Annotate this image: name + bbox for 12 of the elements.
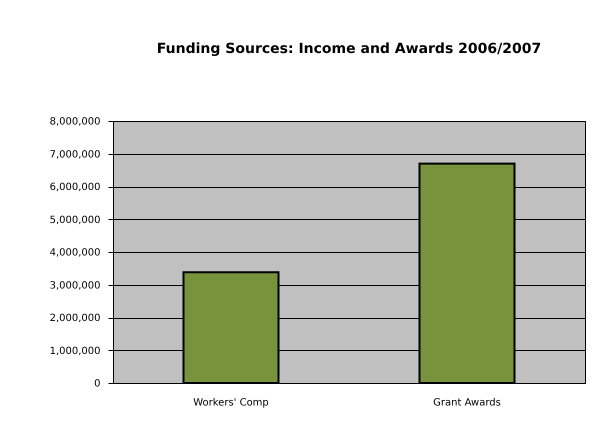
y-tick-label: 5,000,000: [50, 214, 100, 226]
y-tick-label: 0: [94, 378, 100, 390]
y-tick-label: 2,000,000: [50, 313, 100, 324]
y-tick-label: 3,000,000: [50, 280, 100, 292]
y-tick-label: 8,000,000: [50, 116, 100, 128]
y-tick-label: 1,000,000: [50, 346, 100, 357]
chart-title: Funding Sources: Income and Awards 2006/2007: [156, 41, 542, 57]
y-tick-label: 4,000,000: [50, 248, 100, 258]
y-tick-label: 7,000,000: [50, 149, 100, 160]
x-tick-label: Workers' Comp: [193, 398, 269, 408]
x-tick-label: Grant Awards: [433, 398, 501, 408]
y-tick-label: 6,000,000: [50, 182, 100, 193]
